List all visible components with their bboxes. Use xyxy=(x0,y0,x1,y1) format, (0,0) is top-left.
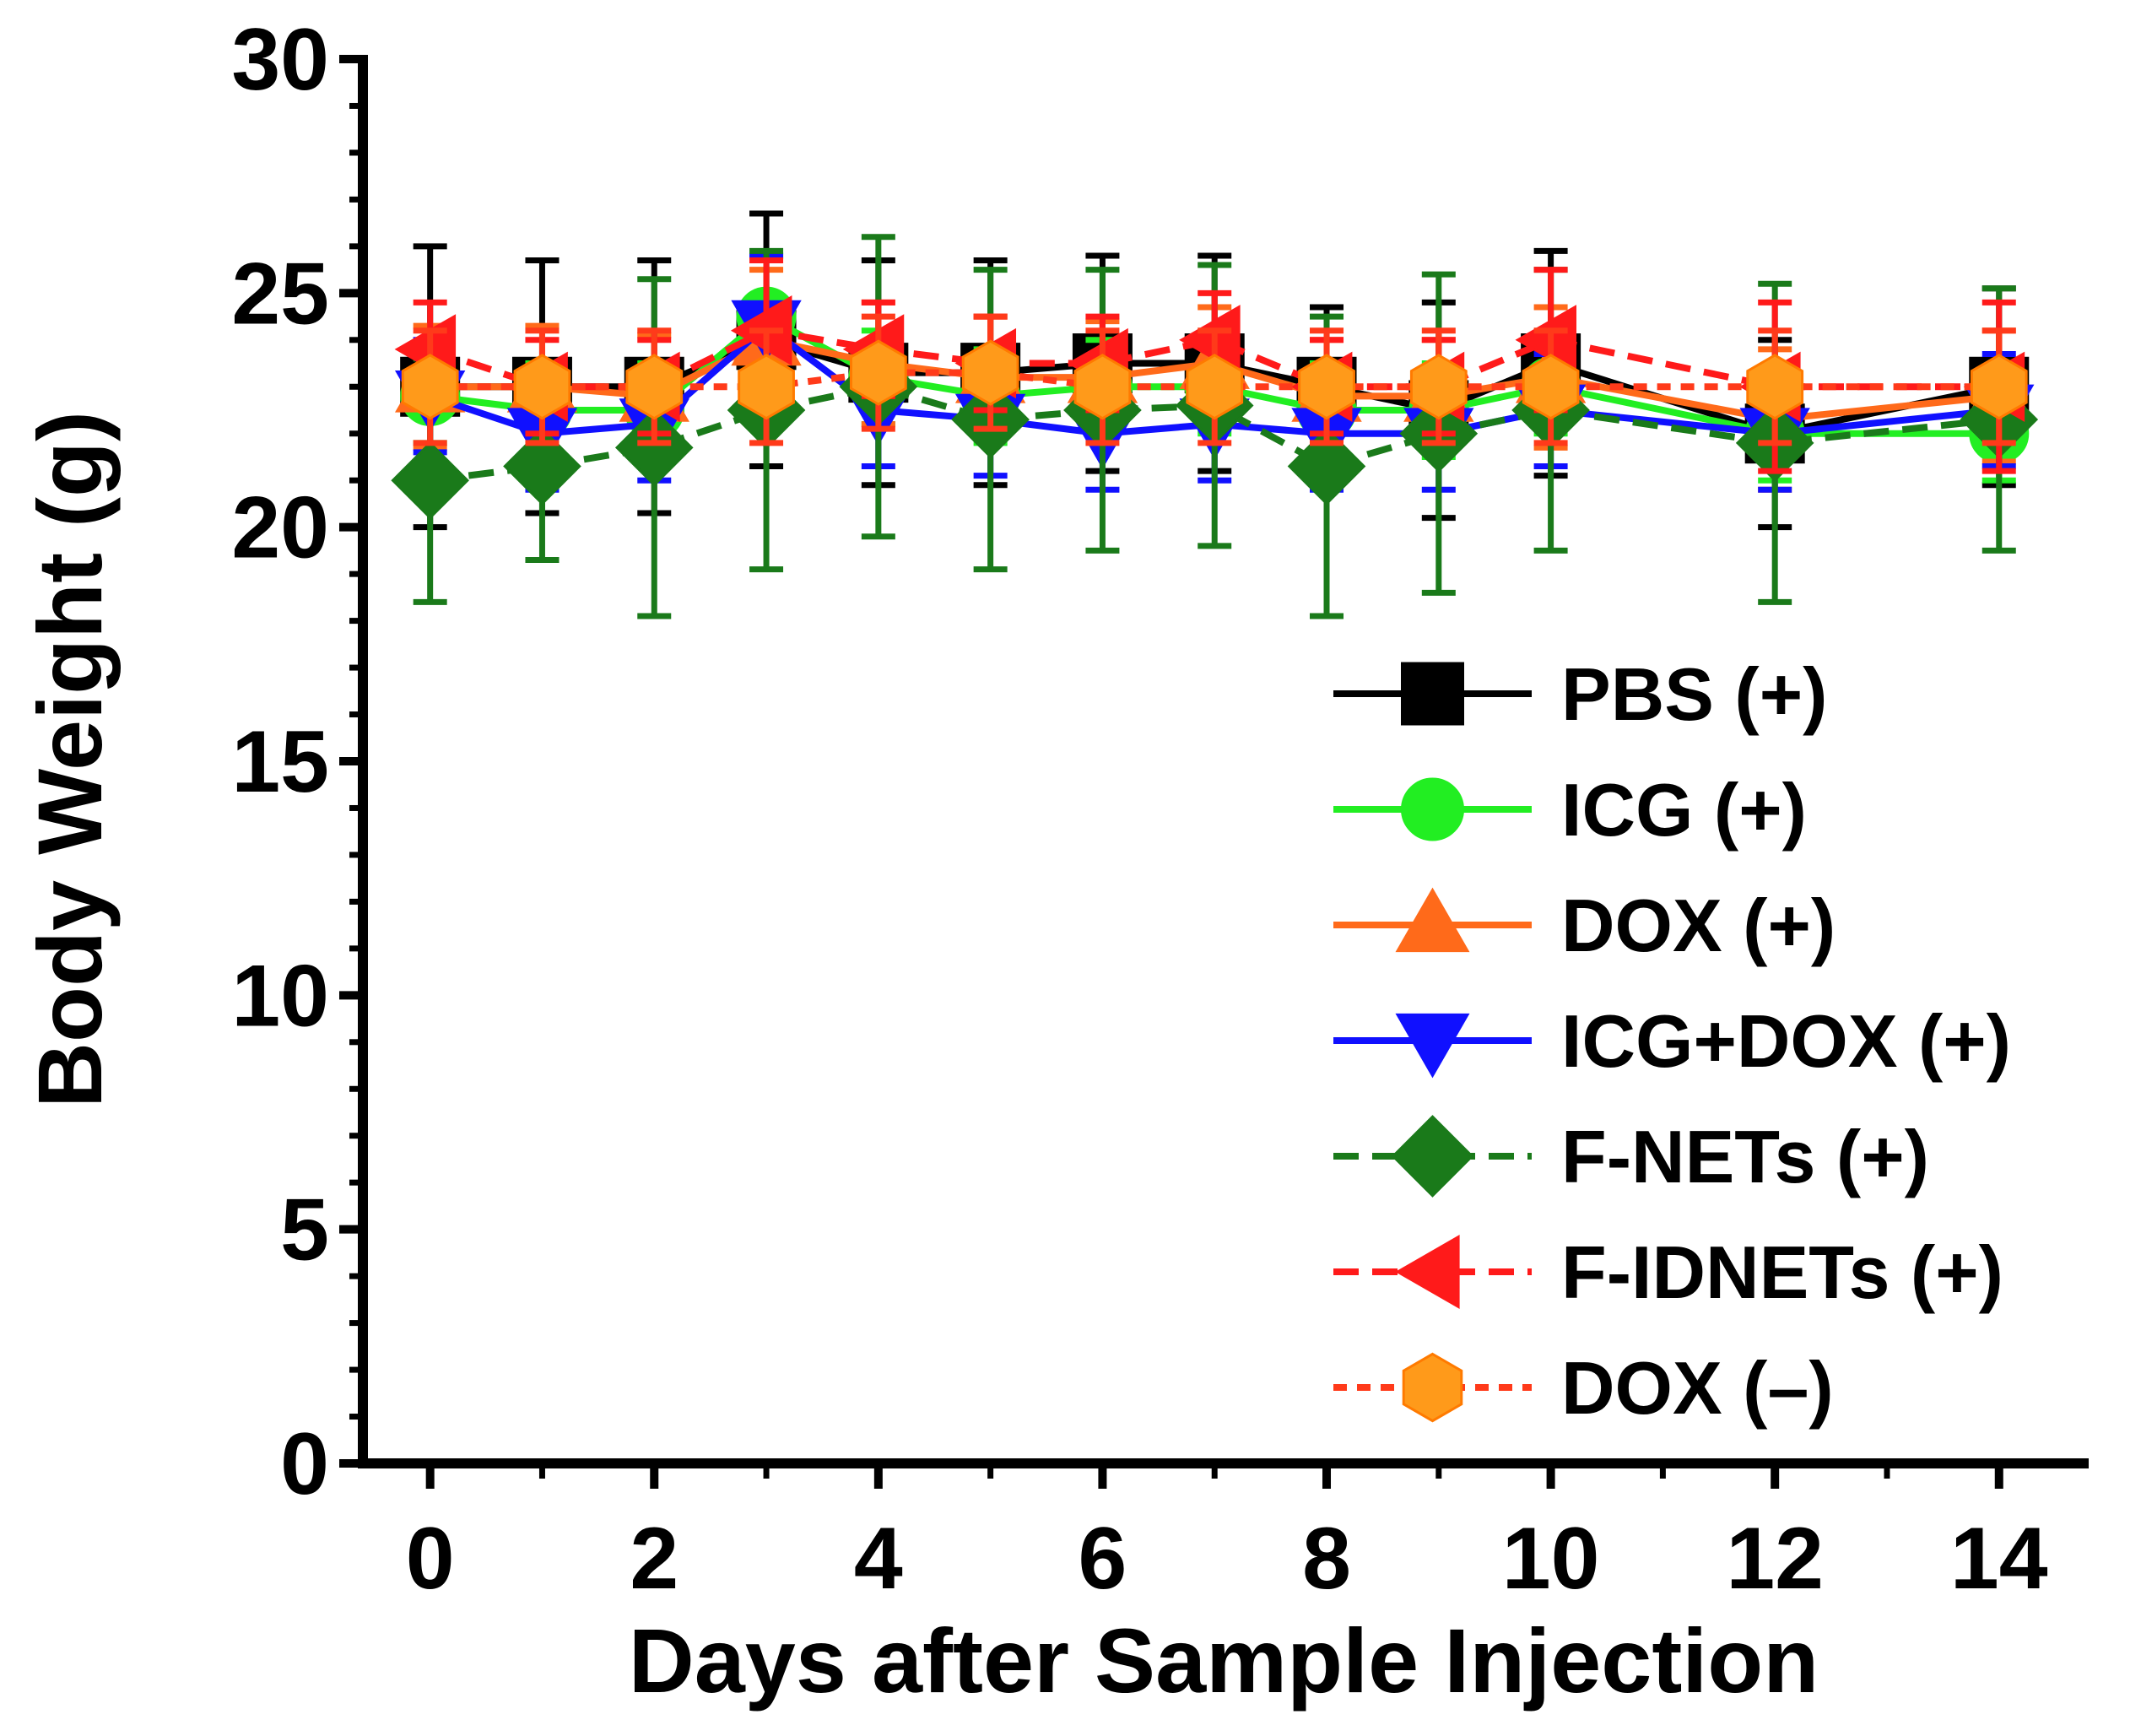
y-tick-label: 25 xyxy=(231,245,329,343)
data-point xyxy=(1287,427,1366,506)
x-tick-label: 8 xyxy=(1302,1510,1351,1608)
data-point xyxy=(503,427,581,506)
x-tick-label: 10 xyxy=(1502,1510,1600,1608)
legend-label: DOX (–) xyxy=(1561,1346,1834,1430)
legend-marker xyxy=(1402,1352,1463,1423)
legend-label: DOX (+) xyxy=(1561,884,1836,967)
data-point xyxy=(1409,354,1468,420)
x-tick-label: 0 xyxy=(406,1510,455,1608)
series-layer xyxy=(391,210,2039,619)
y-tick-label: 20 xyxy=(231,479,329,577)
series-6 xyxy=(401,313,2028,446)
data-point xyxy=(1522,354,1580,420)
data-point xyxy=(738,354,795,420)
y-tick-label: 0 xyxy=(280,1415,329,1513)
data-point xyxy=(1298,354,1355,420)
legend-marker xyxy=(1395,1013,1470,1079)
legend-label: ICG+DOX (+) xyxy=(1561,999,2011,1083)
y-tick-label: 15 xyxy=(231,713,329,811)
data-point xyxy=(1970,354,2028,420)
data-point xyxy=(1746,354,1804,420)
data-point xyxy=(1073,354,1132,420)
data-point xyxy=(961,339,1019,406)
legend-marker xyxy=(1395,1235,1460,1309)
legend-marker xyxy=(1401,662,1464,726)
data-point xyxy=(849,339,907,406)
data-point xyxy=(614,408,694,487)
legend-item: F-IDNETs (+) xyxy=(1333,1230,2003,1314)
y-tick-label: 5 xyxy=(280,1182,329,1279)
legend-label: ICG (+) xyxy=(1561,768,1807,852)
x-tick-label: 12 xyxy=(1726,1510,1824,1608)
legend-marker xyxy=(1395,887,1470,953)
x-tick-label: 14 xyxy=(1950,1510,2048,1608)
x-axis-title: Days after Sample Injection xyxy=(629,1609,1819,1712)
legend-item: DOX (+) xyxy=(1333,884,1836,967)
data-point xyxy=(625,354,684,420)
data-point xyxy=(1186,354,1244,420)
legend-label: PBS (+) xyxy=(1561,652,1827,736)
legend-marker xyxy=(1391,1115,1474,1198)
legend-item: ICG (+) xyxy=(1333,768,1807,852)
legend-label: F-IDNETs (+) xyxy=(1561,1230,2003,1314)
legend-item: ICG+DOX (+) xyxy=(1333,999,2011,1083)
data-point xyxy=(513,354,571,420)
y-tick-label: 30 xyxy=(231,11,329,109)
x-tick-label: 4 xyxy=(854,1510,903,1608)
legend-label: F-NETs (+) xyxy=(1561,1115,1929,1198)
legend-item: DOX (–) xyxy=(1333,1346,1834,1430)
data-point xyxy=(401,354,459,420)
x-tick-label: 6 xyxy=(1079,1510,1127,1608)
y-axis-title: Body Weight (g) xyxy=(19,411,121,1108)
legend: PBS (+) ICG (+) DOX (+) ICG+DOX (+) F-NETs (… xyxy=(1333,652,2011,1430)
data-point xyxy=(391,441,469,520)
ticks: 0 5 10 15 20 25 30 0 2 4 6 8 10 12 14 xyxy=(231,11,2047,1608)
legend-item: PBS (+) xyxy=(1333,652,1827,736)
legend-item: F-NETs (+) xyxy=(1333,1115,1929,1198)
y-tick-label: 10 xyxy=(231,947,329,1045)
legend-marker xyxy=(1401,777,1464,841)
x-tick-label: 2 xyxy=(630,1510,679,1608)
